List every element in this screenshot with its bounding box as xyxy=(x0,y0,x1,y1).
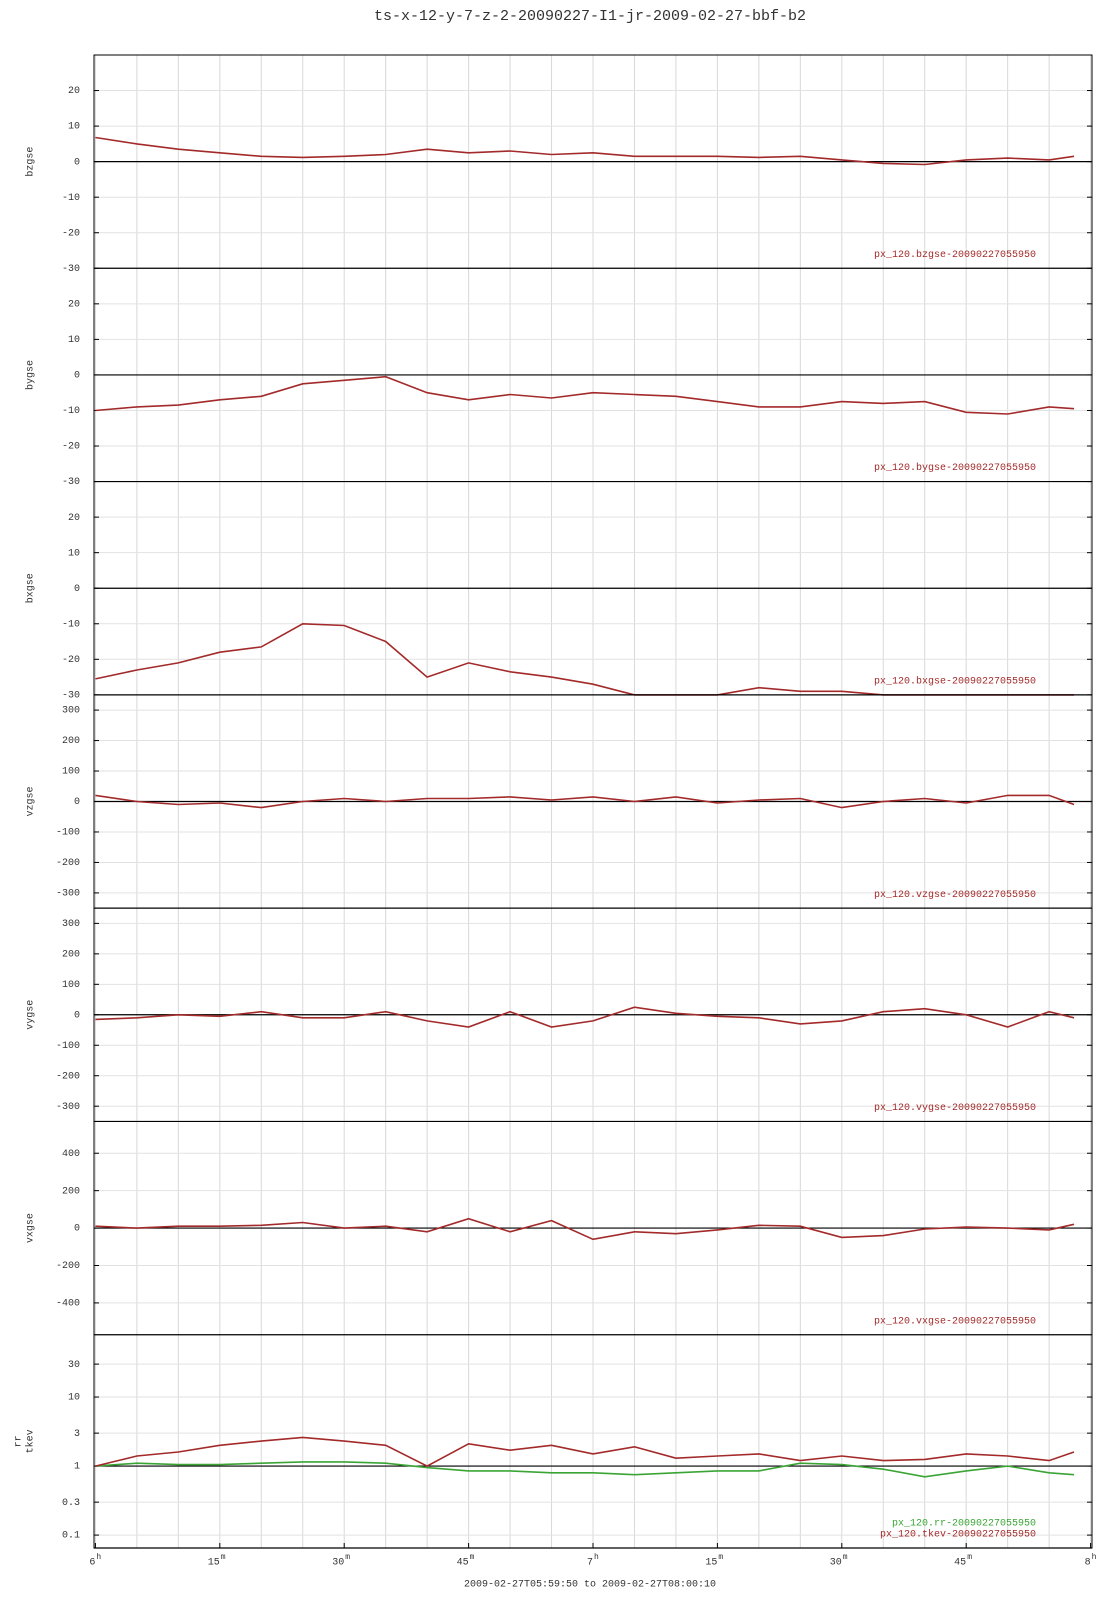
y-tick-label: -30 xyxy=(62,690,80,701)
series-line xyxy=(95,375,1075,415)
y-tick-label: 100 xyxy=(62,980,80,991)
series-label: px_120.vzgse-20090227055950 xyxy=(874,890,1036,901)
y-tick-label: 0.1 xyxy=(62,1531,80,1542)
series-label: px_120.vxgse-20090227055950 xyxy=(874,1316,1036,1327)
y-tick-label: -10 xyxy=(62,619,80,630)
y-tick-label: -300 xyxy=(56,1102,80,1113)
y-tick-label: -200 xyxy=(56,1071,80,1082)
series-line xyxy=(95,1461,1075,1478)
y-tick-label: 100 xyxy=(62,767,80,778)
x-tick-label: 7 xyxy=(587,1558,593,1569)
y-tick-label: 0 xyxy=(74,1010,80,1021)
y-axis-label: bxgse xyxy=(25,573,37,603)
x-tick-label: 15 xyxy=(705,1558,717,1569)
y-tick-label: -20 xyxy=(62,228,80,239)
y-tick-label: 200 xyxy=(62,1186,80,1197)
y-tick-label: 0 xyxy=(74,157,80,168)
x-tick-label: 30 xyxy=(830,1558,842,1569)
y-tick-label: 20 xyxy=(68,513,80,524)
x-tick-sup: h xyxy=(594,1553,599,1562)
series-label: px_120.vygse-20090227055950 xyxy=(874,1103,1036,1114)
y-tick-label: 10 xyxy=(68,548,80,559)
y-tick-label: 0.3 xyxy=(62,1498,80,1509)
x-tick-sup: m xyxy=(967,1553,972,1562)
time-range: 2009-02-27T05:59:50 to 2009-02-27T08:00:… xyxy=(464,1580,716,1591)
y-axis-label: tkev xyxy=(25,1429,37,1453)
series-line xyxy=(95,1217,1075,1241)
chart-title: ts-x-12-y-7-z-2-20090227-I1-jr-2009-02-2… xyxy=(374,8,806,25)
y-axis-label: vxgse xyxy=(26,1213,37,1243)
y-tick-label: -200 xyxy=(56,858,80,869)
y-tick-label: -100 xyxy=(56,1041,80,1052)
y-axis-label: rr xyxy=(14,1435,25,1447)
y-tick-label: -100 xyxy=(56,828,80,839)
y-tick-label: 20 xyxy=(68,86,80,97)
y-tick-label: 30 xyxy=(68,1360,80,1371)
y-axis-label: bzgse xyxy=(25,147,37,177)
series-line xyxy=(95,136,1075,166)
series-label: px_120.bzgse-20090227055950 xyxy=(874,249,1036,261)
y-tick-label: 20 xyxy=(68,299,80,310)
x-tick-sup: h xyxy=(96,1553,101,1562)
y-tick-label: 0 xyxy=(74,584,80,595)
x-tick-label: 30 xyxy=(332,1558,344,1569)
y-tick-label: -30 xyxy=(62,264,80,275)
y-tick-label: -20 xyxy=(62,655,80,666)
series-label: px_120.bxgse-20090227055950 xyxy=(874,675,1036,687)
series-line xyxy=(95,1436,1075,1468)
y-tick-label: 0 xyxy=(74,797,80,808)
series-label: px_120.tkev-20090227055950 xyxy=(880,1529,1036,1541)
y-axis-label: vzgse xyxy=(26,786,37,816)
x-tick-label: 45 xyxy=(954,1558,966,1569)
y-tick-label: -20 xyxy=(62,442,80,453)
y-tick-label: 1 xyxy=(74,1462,80,1473)
y-tick-label: 0 xyxy=(74,371,80,382)
y-tick-label: 3 xyxy=(74,1429,80,1440)
x-tick-sup: m xyxy=(718,1553,723,1562)
y-tick-label: -400 xyxy=(56,1299,80,1310)
y-tick-label: 300 xyxy=(62,706,80,717)
x-tick-sup: m xyxy=(470,1553,475,1562)
y-tick-label: -200 xyxy=(56,1261,80,1272)
plot-frame xyxy=(93,54,1093,1549)
x-tick-sup: m xyxy=(345,1553,350,1562)
y-axis-label: bygse xyxy=(25,360,37,390)
y-tick-label: -10 xyxy=(62,406,80,417)
x-tick-label: 6 xyxy=(89,1558,95,1569)
series-label: px_120.rr-20090227055950 xyxy=(892,1519,1036,1530)
y-tick-label: 10 xyxy=(68,122,80,133)
y-tick-label: 10 xyxy=(68,335,80,346)
y-tick-label: 200 xyxy=(62,949,80,960)
x-tick-sup: m xyxy=(843,1553,848,1562)
series-label: px_120.bygse-20090227055950 xyxy=(874,462,1036,474)
series-line xyxy=(95,1006,1075,1028)
x-tick-label: 8 xyxy=(1085,1558,1091,1569)
x-tick-sup: m xyxy=(221,1553,226,1562)
x-tick-label: 45 xyxy=(457,1558,469,1569)
y-tick-label: 400 xyxy=(62,1149,80,1160)
y-tick-label: -300 xyxy=(56,889,80,900)
y-axis-label: vygse xyxy=(26,1000,37,1030)
x-tick-label: 15 xyxy=(208,1558,220,1569)
y-tick-label: -10 xyxy=(62,193,80,204)
y-tick-label: 10 xyxy=(68,1393,80,1404)
y-tick-label: -30 xyxy=(62,477,80,488)
y-tick-label: 200 xyxy=(62,736,80,747)
series-line xyxy=(95,794,1075,809)
y-tick-label: 300 xyxy=(62,919,80,930)
y-tick-label: 0 xyxy=(74,1224,80,1235)
x-tick-sup: h xyxy=(1092,1553,1097,1562)
